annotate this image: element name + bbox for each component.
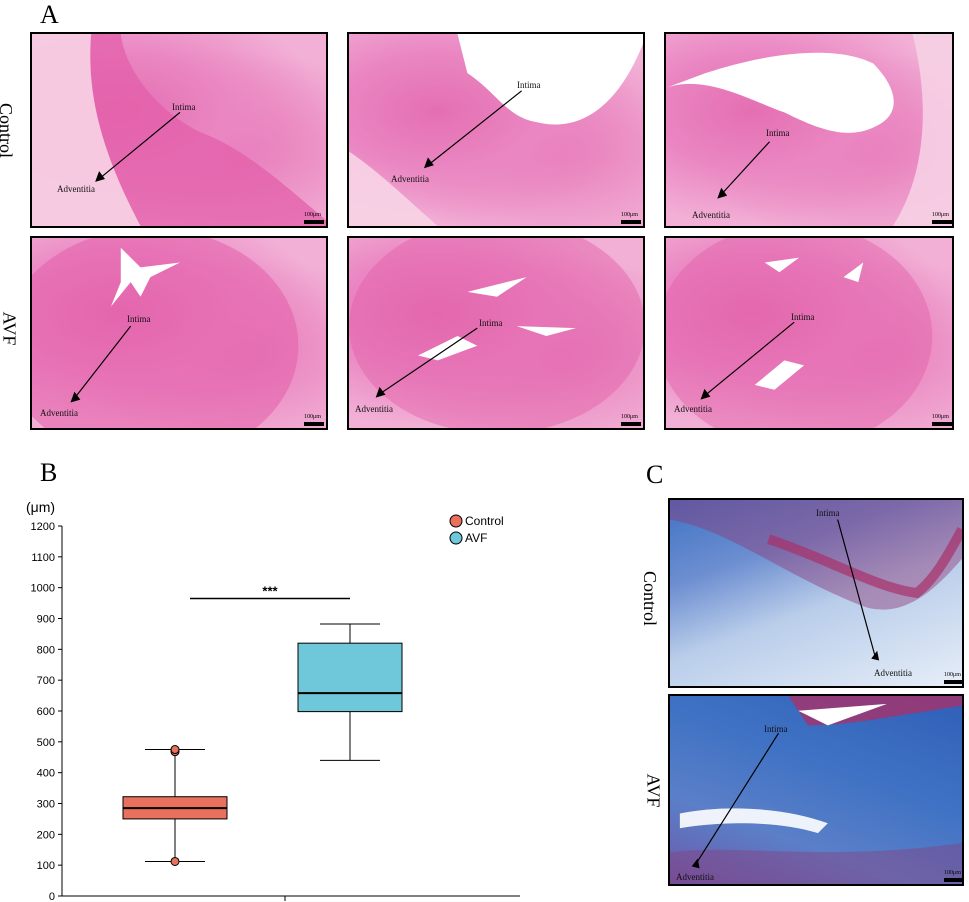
box-control: [122, 745, 228, 866]
scale-bar-label: 100μm: [932, 212, 949, 218]
significance-marker: ***: [190, 583, 350, 600]
intima-label: Intima: [479, 318, 503, 328]
tissue-image: [666, 34, 952, 226]
scale-bar-label: 100μm: [944, 672, 961, 678]
adventitia-label: Adventitia: [57, 184, 95, 194]
intima-label: Intima: [172, 102, 196, 112]
scale-bar: [932, 220, 952, 224]
intima-label: Intima: [127, 314, 151, 324]
outlier-point: [170, 856, 180, 866]
adventitia-label: Adventitia: [391, 174, 429, 184]
tissue-image: [349, 34, 643, 226]
micrograph-a-avf-1: Intima Adventitia 100μm: [30, 236, 328, 430]
micrograph-a-control-2: Intima Adventitia 100μm: [347, 32, 645, 228]
adventitia-label: Adventitia: [355, 404, 393, 414]
y-tick-label: 900: [37, 614, 55, 626]
tissue-image: [670, 500, 962, 661]
intima-label: Intima: [816, 508, 840, 518]
scale-bar-label: 100μm: [621, 212, 638, 218]
panel-b-letter: B: [40, 458, 58, 487]
legend-marker-avf: [449, 531, 463, 545]
y-tick-label: 1200: [31, 521, 55, 533]
micrograph-c-avf: Intima Adventitia 100μm: [668, 694, 964, 886]
panel-c-letter: C: [646, 460, 664, 489]
tissue-image: [666, 238, 933, 428]
y-tick-label: 800: [37, 644, 55, 656]
row-label-avf-c: AVF: [643, 773, 664, 808]
legend-marker-control: [449, 514, 463, 528]
legend-label-control: Control: [465, 514, 504, 528]
box-plot-chart: (μm) 0 100 200 300 400 500 600 700 800 900 1000 110…: [26, 499, 520, 902]
tissue-image: [349, 238, 643, 428]
scale-bar: [932, 422, 952, 426]
adventitia-label: Adventitia: [674, 404, 712, 414]
outlier-point: [170, 745, 180, 755]
micrograph-a-avf-2: Intima Adventitia 100μm: [347, 236, 645, 430]
micrograph-a-control-3: Intima Adventitia 100μm: [664, 32, 954, 228]
scale-bar-label: 100μm: [621, 414, 638, 420]
scale-bar-label: 100μm: [304, 414, 321, 420]
iqr-box: [297, 642, 403, 713]
scale-bar-label: 100μm: [304, 212, 321, 218]
y-unit-label: (μm): [26, 499, 55, 515]
tissue-image: [32, 238, 299, 428]
chart-legend: Control AVF: [449, 514, 504, 545]
y-tick-label: 700: [37, 675, 55, 687]
row-label-avf: AVF: [0, 311, 20, 346]
tissue-image: [32, 34, 326, 226]
intima-label: Intima: [764, 724, 788, 734]
y-tick-label: 1100: [31, 552, 55, 564]
tissue-image: [670, 696, 962, 884]
box-plot-series: [122, 623, 403, 866]
scale-bar: [944, 680, 962, 684]
adventitia-label: Adventitia: [676, 872, 714, 882]
significance-label: ***: [262, 583, 278, 598]
intima-label: Intima: [517, 80, 541, 90]
y-tick-label: 0: [49, 891, 55, 902]
panel-a-letter: A: [40, 0, 59, 29]
scale-bar: [304, 220, 324, 224]
y-tick-label: 100: [37, 860, 55, 872]
scale-bar: [621, 220, 641, 224]
y-axis: 0 100 200 300 400 500 600 700 800 900 1000 1100 1200: [31, 521, 520, 902]
scale-bar: [304, 422, 324, 426]
scale-bar: [944, 878, 962, 882]
y-tick-label: 1000: [31, 583, 55, 595]
y-tick-label: 500: [37, 737, 55, 749]
scale-bar-label: 100μm: [932, 414, 949, 420]
y-tick-label: 300: [37, 799, 55, 811]
adventitia-label: Adventitia: [874, 668, 912, 678]
y-tick-label: 600: [37, 706, 55, 718]
y-tick-label: 400: [37, 768, 55, 780]
adventitia-label: Adventitia: [40, 408, 78, 418]
micrograph-c-control: Intima Adventitia 100μm: [668, 498, 964, 688]
micrograph-a-avf-3: Intima Adventitia 100μm: [664, 236, 954, 430]
micrograph-a-control-1: Intima Adventitia 100μm: [30, 32, 328, 228]
scale-bar-label: 100μm: [944, 870, 961, 876]
box-avf: [297, 623, 403, 761]
row-label-control: Control: [0, 102, 17, 159]
y-tick-label: 200: [37, 829, 55, 841]
legend-label-avf: AVF: [465, 531, 487, 545]
intima-label: Intima: [766, 128, 790, 138]
adventitia-label: Adventitia: [692, 210, 730, 220]
scale-bar: [621, 422, 641, 426]
intima-label: Intima: [791, 312, 815, 322]
row-label-control-c: Control: [640, 570, 661, 627]
